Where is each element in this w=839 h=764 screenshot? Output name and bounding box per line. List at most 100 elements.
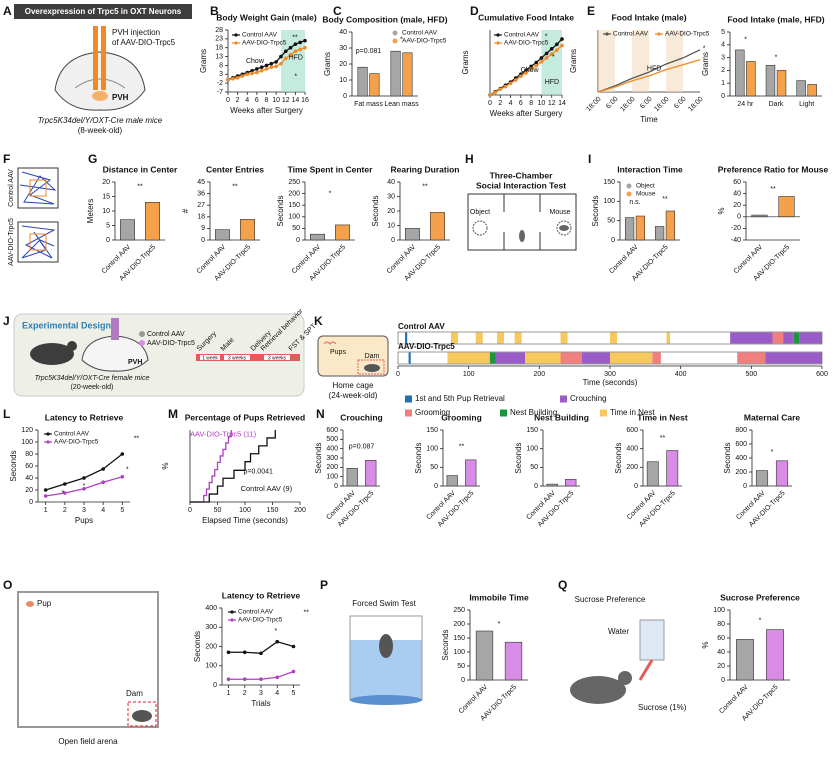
panel-letter: B bbox=[210, 4, 219, 18]
series-line bbox=[227, 40, 306, 81]
x-tick-label: 24 hr bbox=[737, 101, 754, 108]
legend-label: AAV-DIO-Trpc5 bbox=[402, 38, 447, 45]
y-tick-label: 2 bbox=[721, 67, 725, 74]
legend-label: Control AAV bbox=[613, 31, 649, 38]
x-tick-label: 14 bbox=[291, 97, 299, 104]
x-tick-label: 4 bbox=[275, 690, 279, 697]
y-axis-label: Seconds bbox=[591, 195, 600, 226]
title: Three-Chamber bbox=[490, 170, 554, 180]
y-tick-label: 100 bbox=[526, 446, 538, 453]
y-tick-label: 60 bbox=[717, 635, 725, 642]
x-tick-label: 4 bbox=[509, 100, 513, 107]
x-tick-label: 12 bbox=[282, 97, 290, 104]
x-tick-label: AAV-DIO-Trpc5 bbox=[748, 490, 787, 529]
chart-title: Grooming bbox=[441, 412, 482, 422]
x-tick-label: 18:00 bbox=[619, 96, 636, 113]
test-label: Sucrose Preference bbox=[575, 595, 646, 604]
x-tick-label: Lean mass bbox=[384, 101, 419, 108]
legend-label: AAV-DIO-Trpc5 bbox=[242, 40, 287, 47]
x-tick-label: 100 bbox=[463, 371, 475, 378]
bar bbox=[429, 212, 445, 241]
series-label: Control AAV (9) bbox=[241, 484, 293, 493]
bar bbox=[665, 210, 676, 241]
track bbox=[19, 171, 57, 205]
y-axis-label: % bbox=[717, 207, 726, 214]
x-tick-label: 4 bbox=[245, 97, 249, 104]
y-axis-label: Grams bbox=[199, 49, 208, 73]
cup bbox=[556, 220, 572, 236]
center-zone bbox=[29, 233, 47, 251]
y-tick-label: 150 bbox=[426, 427, 438, 434]
chart-title: Cumulative Food Intake bbox=[478, 12, 574, 22]
x-tick-label: 10 bbox=[538, 100, 546, 107]
legend-label: Crouching bbox=[570, 394, 606, 403]
y-tick-label: 20 bbox=[25, 487, 33, 494]
mouse bbox=[30, 343, 74, 365]
behavior-segment bbox=[610, 332, 618, 344]
x-tick-label: 8 bbox=[265, 97, 269, 104]
annotation: * bbox=[274, 628, 277, 635]
x-tick-label: Control AAV bbox=[458, 684, 490, 716]
sucrose-label: Sucrose (1%) bbox=[638, 703, 687, 712]
y-tick-label: 100 bbox=[288, 214, 300, 221]
period-label: 3 weeks bbox=[268, 355, 287, 361]
legend-marker bbox=[234, 33, 238, 37]
legend-swatch bbox=[560, 395, 567, 403]
bar bbox=[654, 226, 665, 241]
y-tick-label: 0 bbox=[721, 93, 725, 100]
panel-letter: M bbox=[168, 407, 178, 421]
chart-title: Body Weight Gain (male) bbox=[216, 12, 317, 22]
bar bbox=[504, 641, 523, 681]
series-line bbox=[227, 47, 306, 81]
x-tick-label: 14 bbox=[558, 100, 566, 107]
y-tick-label: 200 bbox=[453, 621, 465, 628]
chart-title: Maternal Care bbox=[744, 412, 800, 422]
x-tick-label: 6:00 bbox=[673, 96, 688, 111]
x-tick-label: 100 bbox=[239, 507, 251, 514]
panel-q-illustration: Sucrose Preference Water Sucrose (1%) bbox=[570, 595, 687, 712]
x-tick-label: 6 bbox=[255, 97, 259, 104]
bar bbox=[546, 483, 558, 487]
bar bbox=[565, 478, 577, 487]
annotation: ** bbox=[662, 196, 668, 203]
y-tick-label: 100 bbox=[205, 663, 217, 670]
x-tick-label: 4 bbox=[101, 507, 105, 514]
annotation: ** bbox=[232, 183, 238, 190]
legend-swatch bbox=[392, 30, 398, 36]
cage-label: Home cage bbox=[333, 381, 374, 390]
y-tick-label: 3 bbox=[219, 71, 223, 78]
panel-k-illustration: Pups Dam Home cage (24-week-old) bbox=[317, 335, 389, 400]
y-tick-label: 50 bbox=[430, 464, 438, 471]
behavior-segment bbox=[495, 352, 526, 364]
x-tick-label: 0 bbox=[488, 100, 492, 107]
x-tick-label: 150 bbox=[267, 507, 279, 514]
x-tick-label: 1 bbox=[227, 690, 231, 697]
panel-letter: F bbox=[3, 152, 10, 166]
panel-letter: K bbox=[314, 314, 323, 328]
title: Social Interaction Test bbox=[476, 180, 566, 190]
y-tick-label: 0 bbox=[106, 237, 110, 244]
y-axis-label: Seconds bbox=[614, 442, 623, 473]
x-tick-label: 50 bbox=[214, 507, 222, 514]
series-line bbox=[597, 49, 701, 93]
x-tick-label: Light bbox=[799, 101, 814, 108]
y-tick-label: 0 bbox=[634, 483, 638, 490]
shaded-region bbox=[280, 30, 305, 92]
group-label: Control AAV bbox=[147, 331, 185, 338]
x-tick-label: 6:00 bbox=[605, 96, 620, 111]
y-tick-label: 9 bbox=[201, 225, 205, 232]
x-tick-label: 5 bbox=[120, 507, 124, 514]
x-tick-label: Control AAV bbox=[718, 684, 750, 716]
behavior-segment bbox=[451, 332, 459, 344]
y-axis-label: Seconds bbox=[193, 631, 202, 662]
legend-label: 1st and 5th Pup Retrieval bbox=[415, 394, 505, 403]
design-title: Experimental Design bbox=[22, 320, 111, 330]
behavior-segment bbox=[730, 332, 773, 344]
annotation: ** bbox=[137, 183, 143, 190]
y-tick-label: -7 bbox=[217, 89, 223, 96]
y-tick-label: 50 bbox=[457, 663, 465, 670]
y-tick-label: 20 bbox=[387, 208, 395, 215]
y-tick-label: 300 bbox=[205, 624, 217, 631]
group-label: Control AAV bbox=[8, 169, 15, 207]
legend-dot bbox=[139, 331, 145, 337]
